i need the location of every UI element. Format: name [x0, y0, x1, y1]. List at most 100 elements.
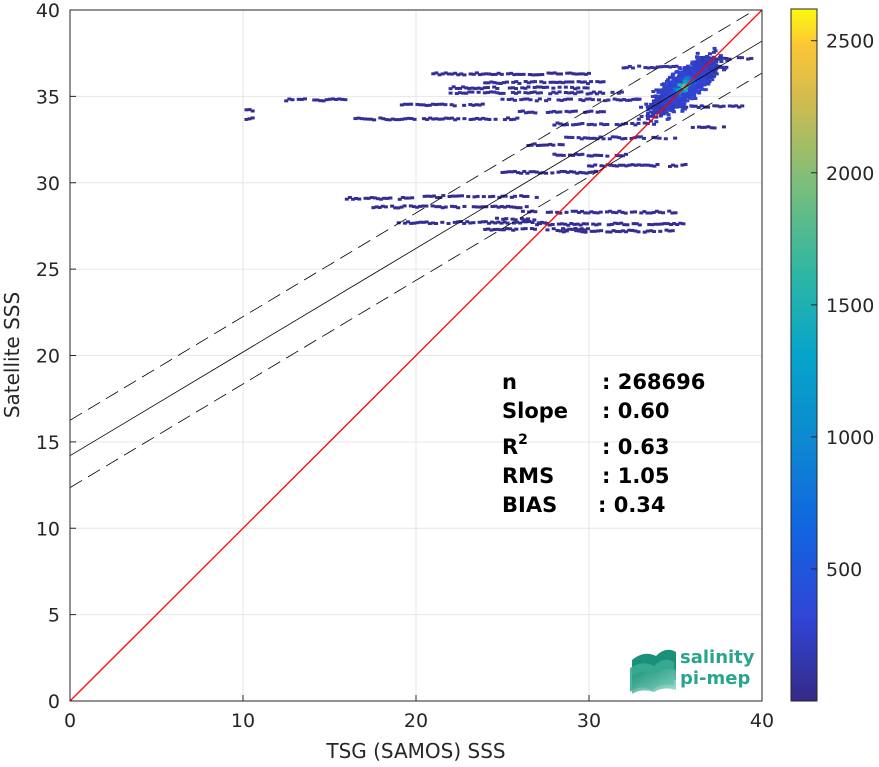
density-cell [519, 194, 524, 198]
density-cell [430, 204, 435, 208]
density-cell [415, 102, 420, 106]
density-cell [676, 88, 681, 92]
density-cell [668, 65, 673, 69]
density-cell [443, 71, 448, 75]
density-cell [532, 142, 537, 146]
density-cell [380, 204, 385, 208]
density-cell [537, 171, 542, 175]
density-cell [638, 135, 643, 139]
density-cell [555, 153, 560, 157]
density-cell [554, 91, 559, 95]
density-cell [674, 164, 679, 168]
stat-value: : 268696 [602, 370, 705, 394]
density-cell [665, 117, 670, 121]
density-cell [721, 104, 726, 108]
density-cell [513, 87, 518, 91]
density-cell [330, 97, 335, 101]
density-cell [422, 194, 427, 198]
density-cell [672, 99, 677, 103]
density-cell [710, 71, 715, 75]
density-cell [520, 227, 525, 231]
density-cell [605, 230, 610, 234]
density-cell [579, 137, 584, 141]
density-cell [595, 153, 600, 157]
density-cell [496, 220, 501, 224]
density-cell [664, 83, 669, 87]
density-cell [715, 104, 720, 108]
density-cell [695, 51, 700, 55]
density-cell [627, 228, 632, 232]
density-cell [723, 67, 728, 71]
density-cell [630, 163, 635, 167]
density-cell [598, 110, 603, 114]
density-cell [363, 196, 368, 200]
density-cell [666, 80, 671, 84]
density-cell [570, 85, 575, 89]
density-cell [474, 103, 479, 107]
density-cell [603, 99, 608, 103]
density-cell [440, 72, 445, 76]
density-cell [697, 89, 702, 93]
density-cell [609, 222, 614, 226]
density-cell [620, 137, 625, 141]
density-cell [637, 223, 642, 227]
density-cell [561, 153, 566, 157]
density-cell [582, 136, 587, 140]
density-cell [649, 164, 654, 168]
density-cell [570, 227, 575, 231]
density-cell [502, 205, 507, 209]
density-cell [511, 228, 516, 232]
density-cell [570, 91, 575, 95]
density-cell [493, 72, 498, 76]
density-cell [680, 109, 685, 113]
density-cell [682, 68, 687, 72]
density-cell [651, 99, 656, 103]
density-cell [372, 196, 377, 200]
density-cell [434, 117, 439, 121]
density-cell [636, 121, 641, 125]
density-cell [499, 72, 504, 76]
density-cell [487, 72, 492, 76]
density-cell [582, 80, 587, 84]
density-cell [624, 164, 629, 168]
density-cell [637, 64, 642, 68]
density-cell [321, 99, 326, 103]
density-cell [697, 84, 702, 88]
density-cell [725, 58, 730, 62]
density-cell [654, 136, 659, 140]
density-cell [318, 99, 323, 103]
density-cell [489, 90, 494, 94]
density-cell [577, 122, 582, 126]
density-cell [688, 68, 693, 72]
x-tick-labels: 0 10 20 30 40 [64, 695, 774, 732]
density-cell [568, 71, 573, 75]
density-cell [620, 210, 625, 214]
density-cell [678, 67, 683, 71]
density-cell [666, 98, 671, 102]
density-cell [585, 227, 590, 231]
density-cell [402, 204, 407, 208]
density-cell [708, 76, 713, 80]
density-cell [250, 109, 255, 113]
density-cell [549, 71, 554, 75]
density-cell [477, 220, 482, 224]
density-cell [584, 222, 589, 226]
density-cell [462, 103, 467, 107]
density-cell [509, 118, 514, 122]
density-cell [577, 72, 582, 76]
density-cell [565, 71, 570, 75]
y-tick-label: 25 [36, 259, 60, 281]
density-cell [598, 90, 603, 94]
density-cell [693, 97, 698, 101]
density-cell [410, 196, 415, 200]
density-cell [334, 98, 339, 102]
density-cell [542, 143, 547, 147]
density-cell [701, 78, 706, 82]
density-cell [583, 72, 588, 76]
density-cell [682, 97, 687, 101]
density-cell [579, 80, 584, 84]
density-cell [434, 103, 439, 107]
density-cell [639, 211, 644, 215]
density-cell [662, 82, 667, 86]
density-cell [558, 122, 563, 126]
